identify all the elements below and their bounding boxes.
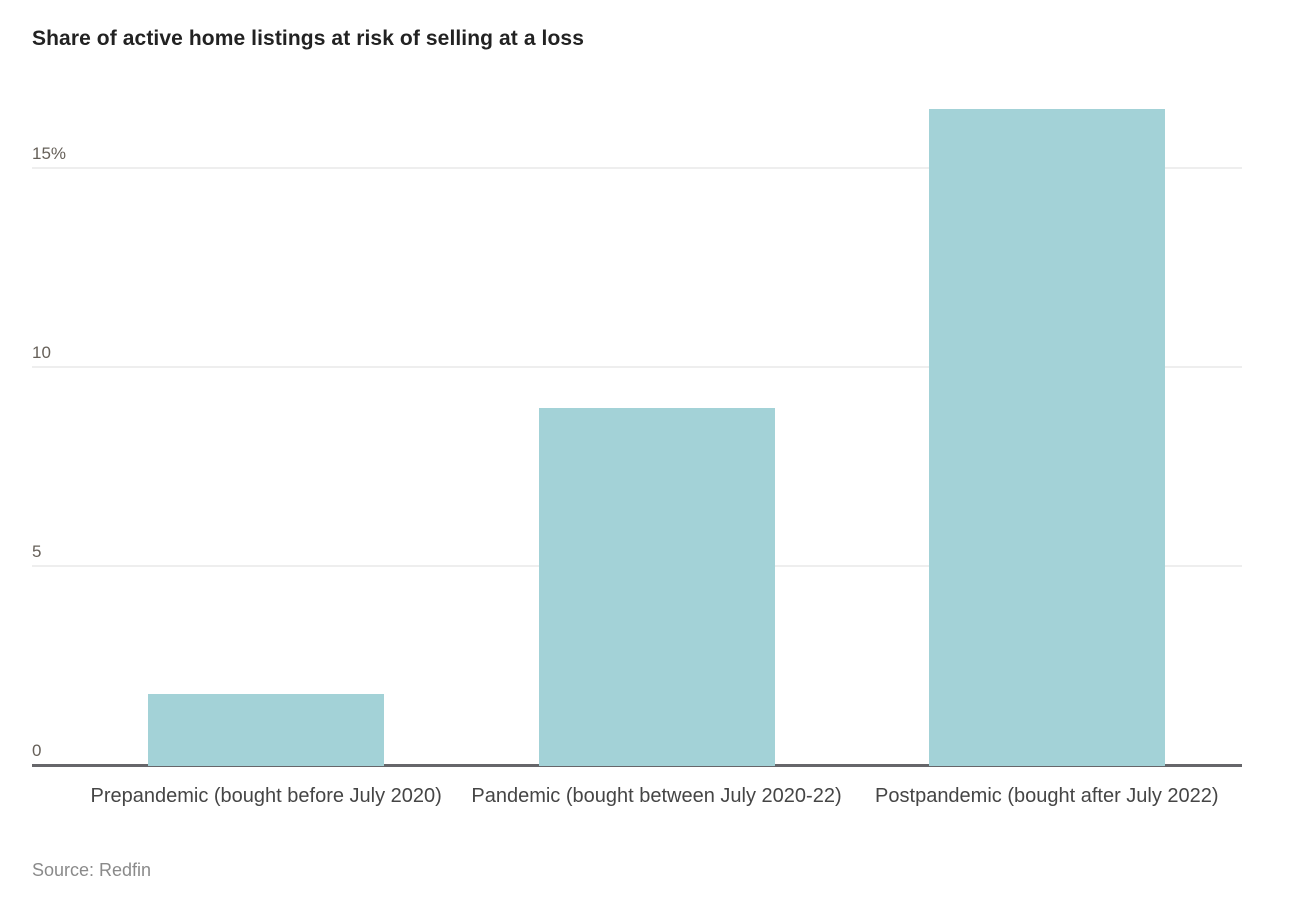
y-tick-label-10: 10 [32, 342, 51, 362]
chart-title: Share of active home listings at risk of… [32, 27, 584, 50]
bar-1 [538, 407, 775, 766]
gridline-15 [32, 166, 1242, 169]
x-axis-labels: Prepandemic (bought before July 2020) Pan… [32, 782, 1242, 842]
bar-2 [928, 108, 1165, 766]
gridline-10 [32, 365, 1242, 368]
x-axis-label-0: Prepandemic (bought before July 2020) [90, 785, 442, 807]
x-axis-label-1: Pandemic (bought between July 2020-22) [471, 785, 842, 807]
y-tick-label-15: 15% [32, 143, 67, 163]
y-tick-label-0: 0 [32, 741, 42, 760]
bar-0 [148, 694, 385, 766]
x-axis-label-2: Postpandemic (bought after July 2022) [875, 785, 1219, 807]
source-note: Source: Redfin [32, 860, 152, 880]
plot-area: 0 5 10 15% [32, 85, 1242, 767]
y-tick-label-5: 5 [32, 541, 42, 561]
